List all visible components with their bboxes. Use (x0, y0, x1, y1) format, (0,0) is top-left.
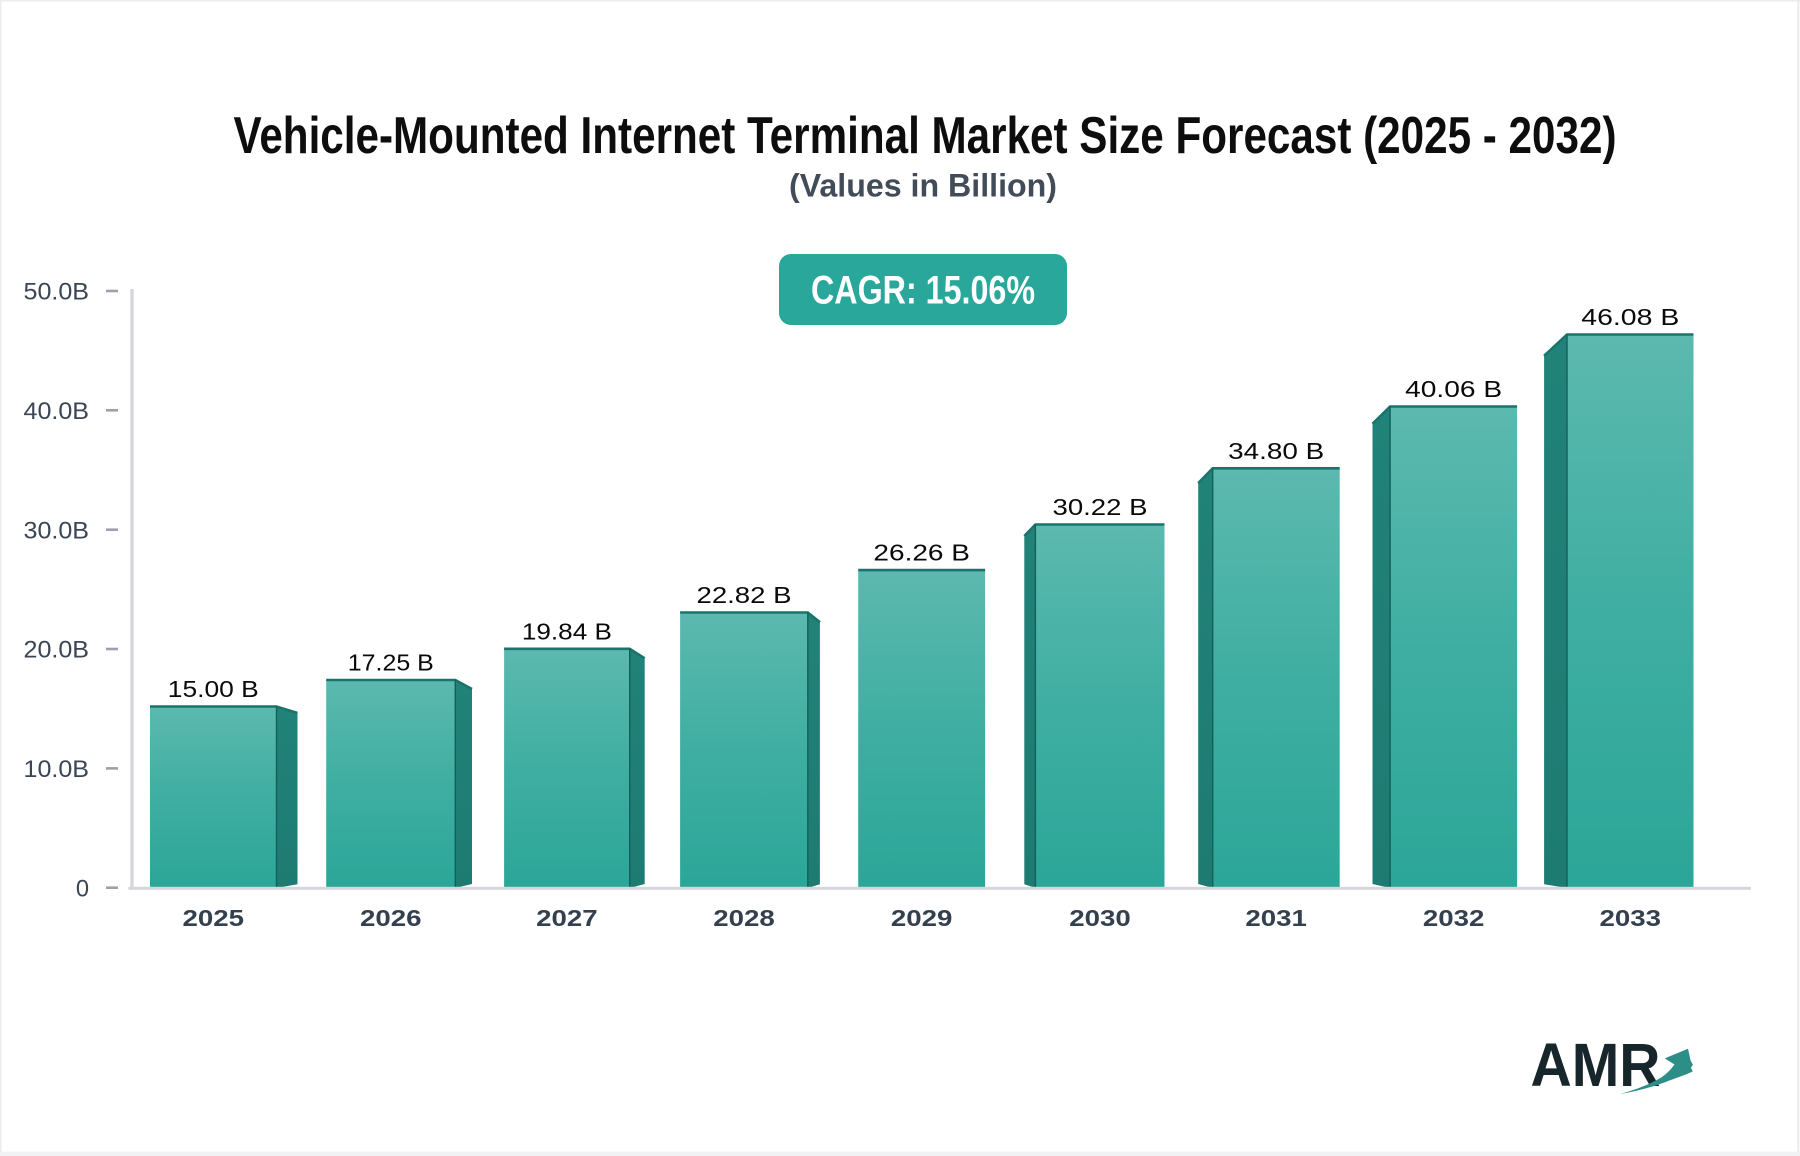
svg-text:26.26 B: 26.26 B (873, 540, 970, 566)
svg-text:10.0B: 10.0B (24, 757, 90, 783)
svg-text:2030: 2030 (1069, 905, 1131, 931)
svg-text:2029: 2029 (891, 905, 953, 931)
svg-text:40.0B: 40.0B (24, 399, 90, 425)
svg-text:34.80 B: 34.80 B (1228, 438, 1324, 464)
svg-text:30.0B: 30.0B (24, 518, 90, 544)
svg-text:15.00 B: 15.00 B (168, 676, 259, 702)
svg-text:2032: 2032 (1423, 905, 1485, 931)
svg-text:2026: 2026 (360, 905, 422, 931)
svg-text:17.25 B: 17.25 B (348, 650, 434, 676)
svg-text:50.0B: 50.0B (24, 280, 90, 306)
svg-text:40.06 B: 40.06 B (1405, 376, 1502, 402)
svg-text:30.22 B: 30.22 B (1053, 494, 1148, 520)
svg-text:22.82 B: 22.82 B (697, 582, 792, 608)
svg-text:0: 0 (76, 876, 89, 902)
svg-text:2025: 2025 (183, 905, 245, 931)
svg-text:2033: 2033 (1600, 905, 1662, 931)
svg-text:CAGR: 15.06%: CAGR: 15.06% (811, 269, 1035, 313)
svg-text:2027: 2027 (536, 905, 598, 931)
svg-text:46.08 B: 46.08 B (1581, 304, 1679, 330)
svg-text:19.84 B: 19.84 B (522, 618, 612, 644)
svg-text:20.0B: 20.0B (24, 638, 90, 664)
svg-text:2028: 2028 (713, 905, 775, 931)
svg-text:Vehicle-Mounted Internet Termi: Vehicle-Mounted Internet Terminal Market… (234, 107, 1617, 165)
svg-text:(Values in Billion): (Values in Billion) (789, 168, 1057, 204)
svg-text:2031: 2031 (1245, 905, 1307, 931)
